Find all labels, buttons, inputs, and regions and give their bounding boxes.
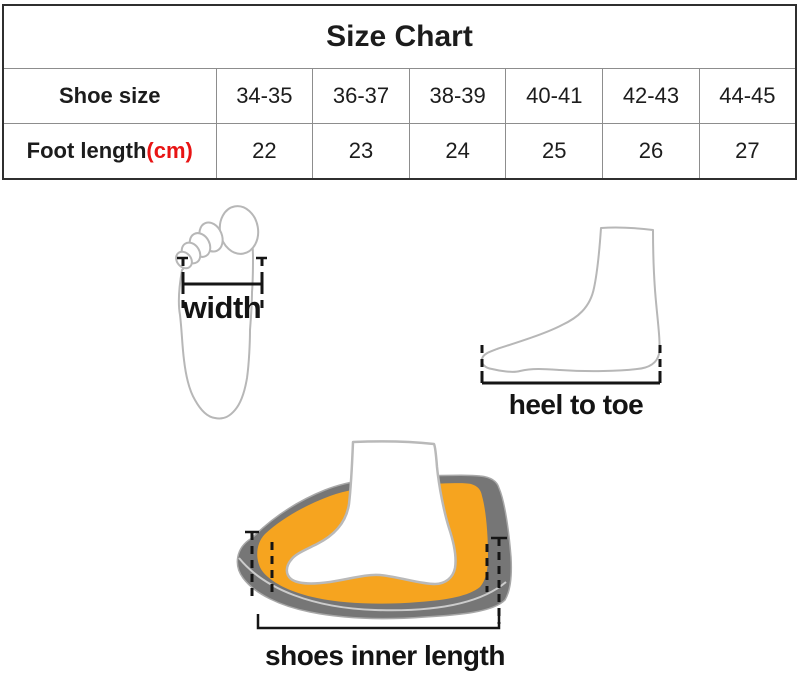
width-label: width — [182, 290, 261, 325]
foot-length-unit: (cm) — [146, 138, 193, 163]
heel-to-toe-measure-lines — [480, 345, 662, 385]
foot-length-value: 26 — [602, 123, 700, 180]
page-title: Size Chart — [2, 4, 797, 69]
foot-length-value: 24 — [408, 123, 507, 180]
size-chart-table: Size Chart Shoe size 34-35 36-37 38-39 4… — [2, 4, 797, 180]
shoe-size-value: 34-35 — [215, 68, 314, 124]
foot-length-value: 25 — [505, 123, 604, 180]
foot-length-label: Foot length(cm) — [2, 123, 217, 180]
shoe-size-label: Shoe size — [2, 68, 217, 124]
foot-length-text: Foot length — [26, 138, 147, 163]
shoe-size-value: 40-41 — [505, 68, 604, 124]
shoes-inner-length-label: shoes inner length — [265, 640, 505, 671]
foot-top-view-diagram: width — [175, 205, 267, 420]
heel-to-toe-label: heel to toe — [509, 389, 644, 420]
inner-length-measure-lines — [245, 530, 507, 630]
foot-length-value: 23 — [312, 123, 410, 180]
shoe-cross-section-diagram: shoes inner length — [236, 440, 513, 671]
shoe-size-value: 44-45 — [698, 68, 797, 124]
shoe-size-value: 38-39 — [408, 68, 507, 124]
sole-seam-line — [238, 557, 507, 612]
foot-side-outline — [480, 226, 661, 373]
title-row: Size Chart — [2, 4, 797, 69]
foot-length-row: Foot length(cm) 22 23 24 25 26 27 — [2, 123, 797, 180]
foot-length-value: 27 — [698, 123, 797, 180]
shoe-size-row: Shoe size 34-35 36-37 38-39 40-41 42-43 … — [2, 68, 797, 124]
foot-inside-shoe — [285, 440, 457, 586]
shoe-size-value: 36-37 — [312, 68, 410, 124]
foot-length-value: 22 — [215, 123, 314, 180]
width-measure-lines — [177, 256, 267, 314]
foot-side-view-diagram: heel to toe — [480, 226, 662, 420]
shoe-size-value: 42-43 — [602, 68, 700, 124]
